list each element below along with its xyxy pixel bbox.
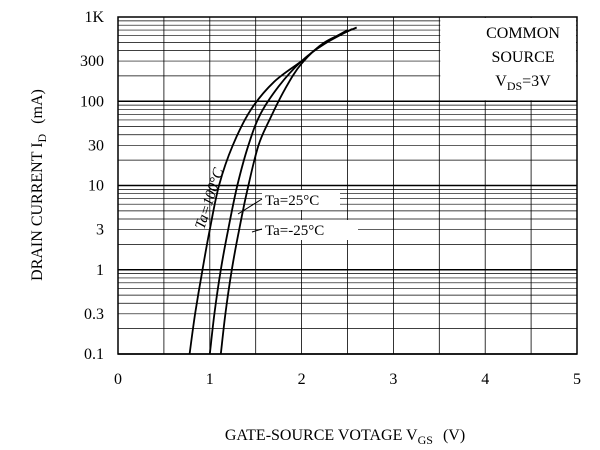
series-label-25c-bg [262, 190, 340, 210]
y-tick-label: 0.1 [84, 346, 104, 363]
x-axis-title-main: GATE-SOURCE VOTAGE V [225, 427, 418, 444]
series-label-25c-leader [237, 198, 263, 215]
x-axis-title: GATE-SOURCE VOTAGE VGS (V) [225, 427, 465, 447]
x-tick-label: 1 [206, 371, 214, 388]
y-axis-title-sub: D [35, 133, 49, 142]
series-label-m25c-leader [251, 228, 263, 233]
x-tick-label: 3 [389, 371, 397, 388]
series-line-2 [219, 26, 358, 355]
series-label-m25c-bg [262, 220, 358, 240]
y-tick-label: 30 [88, 137, 104, 154]
series-label-25c: Ta=25°C [265, 193, 319, 209]
x-tick-label: 2 [298, 371, 306, 388]
annotation-vds-value: =3V [522, 73, 551, 90]
y-axis-title-unit: (mA) [29, 89, 46, 124]
series-layer [188, 26, 358, 355]
y-axis-title-main: DRAIN CURRENT I [29, 142, 46, 280]
y-tick-label: 10 [88, 178, 104, 195]
x-axis-title-unit: (V) [443, 427, 465, 444]
x-axis-title-sub: GS [418, 433, 433, 447]
annotation-line-3: VDS=3V [495, 73, 551, 93]
annotation-line-1: COMMON [486, 25, 560, 42]
y-tick-label: 1K [84, 9, 104, 26]
annotation-vds: V [495, 73, 507, 90]
series-label-m25c: Ta=-25°C [265, 223, 324, 239]
y-tick-label: 300 [80, 53, 104, 70]
x-tick-label: 5 [573, 371, 581, 388]
y-tick-label: 3 [96, 222, 104, 239]
x-tick-label: 4 [481, 371, 489, 388]
x-tick-label: 0 [114, 371, 122, 388]
tick-labels: 0 1 2 3 4 5 0.1 0.3 1 3 10 30 100 300 1K [80, 9, 581, 388]
plot-frame [117, 16, 578, 355]
annotation-line-2: SOURCE [491, 49, 554, 66]
y-tick-label: 100 [80, 93, 104, 110]
y-axis-title: DRAIN CURRENT ID (mA) [29, 89, 49, 281]
y-tick-label: 0.3 [84, 306, 104, 323]
annotation-vds-sub: DS [507, 79, 522, 93]
y-tick-label: 1 [96, 262, 104, 279]
annotation-box [440, 18, 576, 101]
